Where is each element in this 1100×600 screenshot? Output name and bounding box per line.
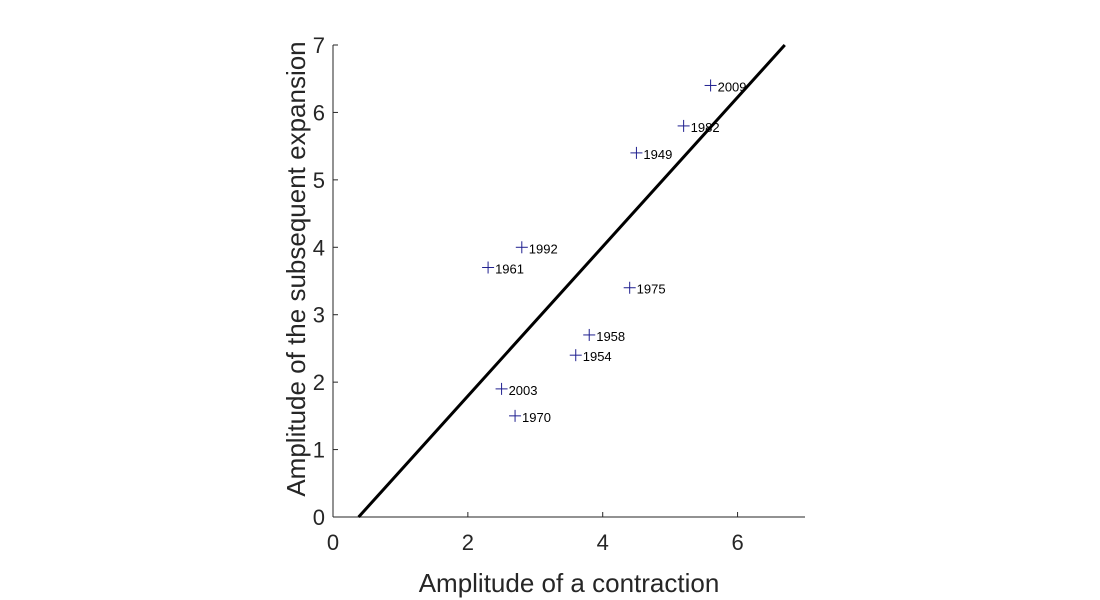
x-tick-label: 6 — [731, 530, 743, 555]
point-label: 2003 — [509, 383, 538, 398]
y-axis-title: Amplitude of the subsequent expansion — [281, 41, 311, 496]
point-label: 1954 — [583, 349, 612, 364]
x-tick-label: 0 — [327, 530, 339, 555]
data-point: 1970 — [509, 409, 551, 425]
data-point: 1975 — [623, 281, 666, 297]
y-tick-label: 3 — [313, 303, 325, 328]
point-label: 1958 — [596, 329, 625, 344]
point-label: 1975 — [637, 282, 666, 297]
data-point: 2003 — [495, 382, 538, 398]
y-tick-label: 4 — [313, 235, 325, 260]
point-label: 1949 — [643, 147, 672, 162]
x-axis-title: Amplitude of a contraction — [419, 568, 720, 598]
y-tick-label: 1 — [313, 438, 325, 463]
data-point: 1961 — [482, 261, 524, 277]
x-tick-label: 2 — [462, 530, 474, 555]
data-point: 2009 — [704, 79, 747, 94]
data-point: 1992 — [515, 241, 558, 256]
fit-line — [357, 43, 786, 519]
axes: 0 2 4 6 0 1 2 3 4 5 6 7 — [313, 33, 805, 555]
y-tick-label: 5 — [313, 168, 325, 193]
fit-line-group — [357, 43, 786, 519]
point-label: 1961 — [495, 262, 524, 277]
point-label: 2009 — [718, 79, 747, 94]
y-tick-label: 7 — [313, 33, 325, 58]
y-tick-label: 0 — [313, 505, 325, 530]
x-tick-label: 4 — [597, 530, 609, 555]
point-label: 1982 — [691, 120, 720, 135]
data-point: 1949 — [630, 146, 672, 162]
data-point: 1958 — [583, 328, 625, 344]
points-group: 2009 1982 1949 1992 1961 1975 1958 1954 2003 1970 — [482, 79, 747, 425]
y-tick-label: 6 — [313, 100, 325, 125]
data-point: 1954 — [569, 349, 612, 364]
data-point: 1982 — [677, 119, 720, 135]
y-tick-label: 2 — [313, 370, 325, 395]
point-label: 1992 — [529, 241, 558, 256]
point-label: 1970 — [522, 410, 551, 425]
